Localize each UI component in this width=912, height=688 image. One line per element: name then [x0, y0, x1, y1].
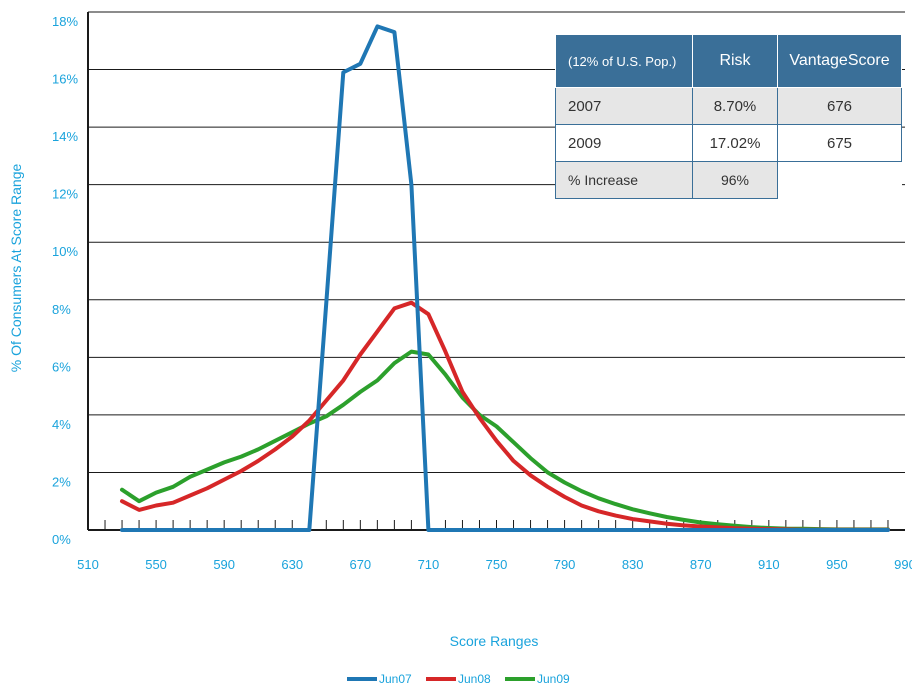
legend-label-jun09: Jun09 [537, 672, 570, 686]
x-axis-title: Score Ranges [450, 633, 539, 649]
y-tick-label: 12% [52, 187, 78, 202]
x-tick-label: 790 [554, 557, 576, 572]
series-line-jun07 [120, 24, 890, 532]
y-tick-label: 10% [52, 244, 78, 259]
table-row-increase: % Increase 96% [555, 161, 902, 199]
table-header-population: (12% of U.S. Pop.) [555, 34, 693, 88]
y-tick-label: 0% [52, 532, 71, 547]
y-axis-title: % Of Consumers At Score Range [8, 164, 24, 373]
series-line-jun09 [120, 349, 890, 532]
table-cell-year: 2007 [555, 87, 693, 125]
series-lines [120, 24, 890, 532]
x-tick-label: 870 [690, 557, 712, 572]
table-cell-label: % Increase [555, 161, 693, 199]
x-tick-label: 670 [349, 557, 371, 572]
table-cell-vantagescore: 676 [777, 87, 902, 125]
x-tick-label: 710 [418, 557, 440, 572]
table-row-2007: 2007 8.70% 676 [555, 87, 902, 125]
x-tick-label: 830 [622, 557, 644, 572]
x-tick-label: 910 [758, 557, 780, 572]
table-cell-risk: 17.02% [692, 124, 778, 162]
legend-label-jun08: Jun08 [458, 672, 491, 686]
y-tick-labels: 0% 2% 4% 6% 8% 10% 12% 14% 16% 18% [52, 14, 78, 547]
x-tick-label: 550 [145, 557, 167, 572]
y-tick-label: 4% [52, 417, 71, 432]
table-cell-risk: 96% [692, 161, 778, 199]
y-tick-label: 16% [52, 72, 78, 87]
table-cell-empty [778, 162, 902, 199]
table-header-row: (12% of U.S. Pop.) Risk VantageScore [555, 34, 902, 88]
y-tick-label: 14% [52, 129, 78, 144]
table-cell-year: 2009 [555, 124, 693, 162]
y-tick-label: 8% [52, 302, 71, 317]
x-tick-label: 950 [826, 557, 848, 572]
y-tick-label: 6% [52, 359, 71, 374]
x-tick-label: 590 [213, 557, 235, 572]
legend: Jun07 Jun08 Jun09 [347, 672, 570, 686]
table-cell-vantagescore: 675 [777, 124, 902, 162]
x-tick-label: 990 [894, 557, 912, 572]
y-tick-label: 2% [52, 474, 71, 489]
table-header-risk: Risk [692, 34, 778, 88]
x-tick-label: 510 [77, 557, 99, 572]
table-row-2009: 2009 17.02% 675 [555, 124, 902, 162]
x-tick-label: 750 [486, 557, 508, 572]
x-tick-label: 630 [281, 557, 303, 572]
series-line-jun08 [120, 300, 890, 532]
table-cell-risk: 8.70% [692, 87, 778, 125]
x-tick-labels: 510 550 590 630 670 710 750 790 830 870 910 950 990 [77, 557, 912, 572]
y-tick-label: 18% [52, 14, 78, 29]
table-header-vantagescore: VantageScore [777, 34, 902, 88]
grid-lines [88, 11, 905, 473]
legend-label-jun07: Jun07 [379, 672, 412, 686]
risk-table: (12% of U.S. Pop.) Risk VantageScore 200… [555, 34, 902, 199]
